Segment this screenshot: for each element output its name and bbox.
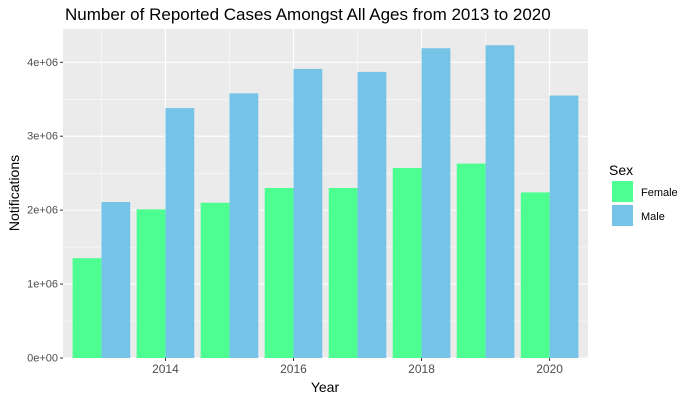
x-tick-label: 2018	[408, 362, 435, 376]
bar-male-2016	[293, 68, 323, 359]
bar-female-2018	[392, 167, 422, 358]
bar-female-2019	[456, 163, 486, 358]
bar-male-2018	[421, 48, 451, 358]
legend-label-female: Female	[641, 187, 678, 199]
bar-female-2017	[328, 187, 358, 358]
bar-female-2015	[200, 202, 230, 358]
bar-male-2014	[165, 108, 195, 358]
y-axis-label: Notifications	[6, 155, 22, 231]
legend: Sex Female Male	[609, 162, 678, 226]
bar-female-2013	[72, 258, 102, 358]
legend-items: Female Male	[612, 181, 678, 226]
bar-male-2015	[229, 93, 259, 358]
y-tick-label: 2e+06	[27, 205, 58, 217]
bar-male-2017	[357, 71, 387, 359]
x-axis: 2014 2016 2018 2020	[152, 358, 563, 376]
bar-male-2020	[549, 95, 579, 358]
x-axis-label: Year	[311, 379, 340, 395]
y-tick-label: 1e+06	[27, 279, 58, 291]
chart-title: Number of Reported Cases Amongst All Age…	[65, 5, 551, 24]
bar-female-2014	[136, 209, 166, 358]
legend-key-female	[612, 181, 633, 202]
x-tick-label: 2016	[280, 362, 307, 376]
x-tick-label: 2020	[536, 362, 563, 376]
legend-key-male	[612, 205, 633, 226]
y-tick-label: 3e+06	[27, 131, 58, 143]
bar-female-2020	[520, 192, 550, 358]
bar-male-2019	[485, 45, 515, 358]
y-tick-label: 4e+06	[27, 57, 58, 69]
y-axis: 0e+00 1e+06 2e+06 3e+06 4e+06	[27, 57, 63, 365]
y-tick-label: 0e+00	[27, 353, 58, 365]
bar-female-2016	[264, 187, 294, 358]
bar-male-2013	[101, 202, 131, 358]
legend-title: Sex	[609, 162, 633, 178]
x-tick-label: 2014	[152, 362, 179, 376]
legend-label-male: Male	[641, 211, 665, 223]
bars	[72, 45, 579, 359]
